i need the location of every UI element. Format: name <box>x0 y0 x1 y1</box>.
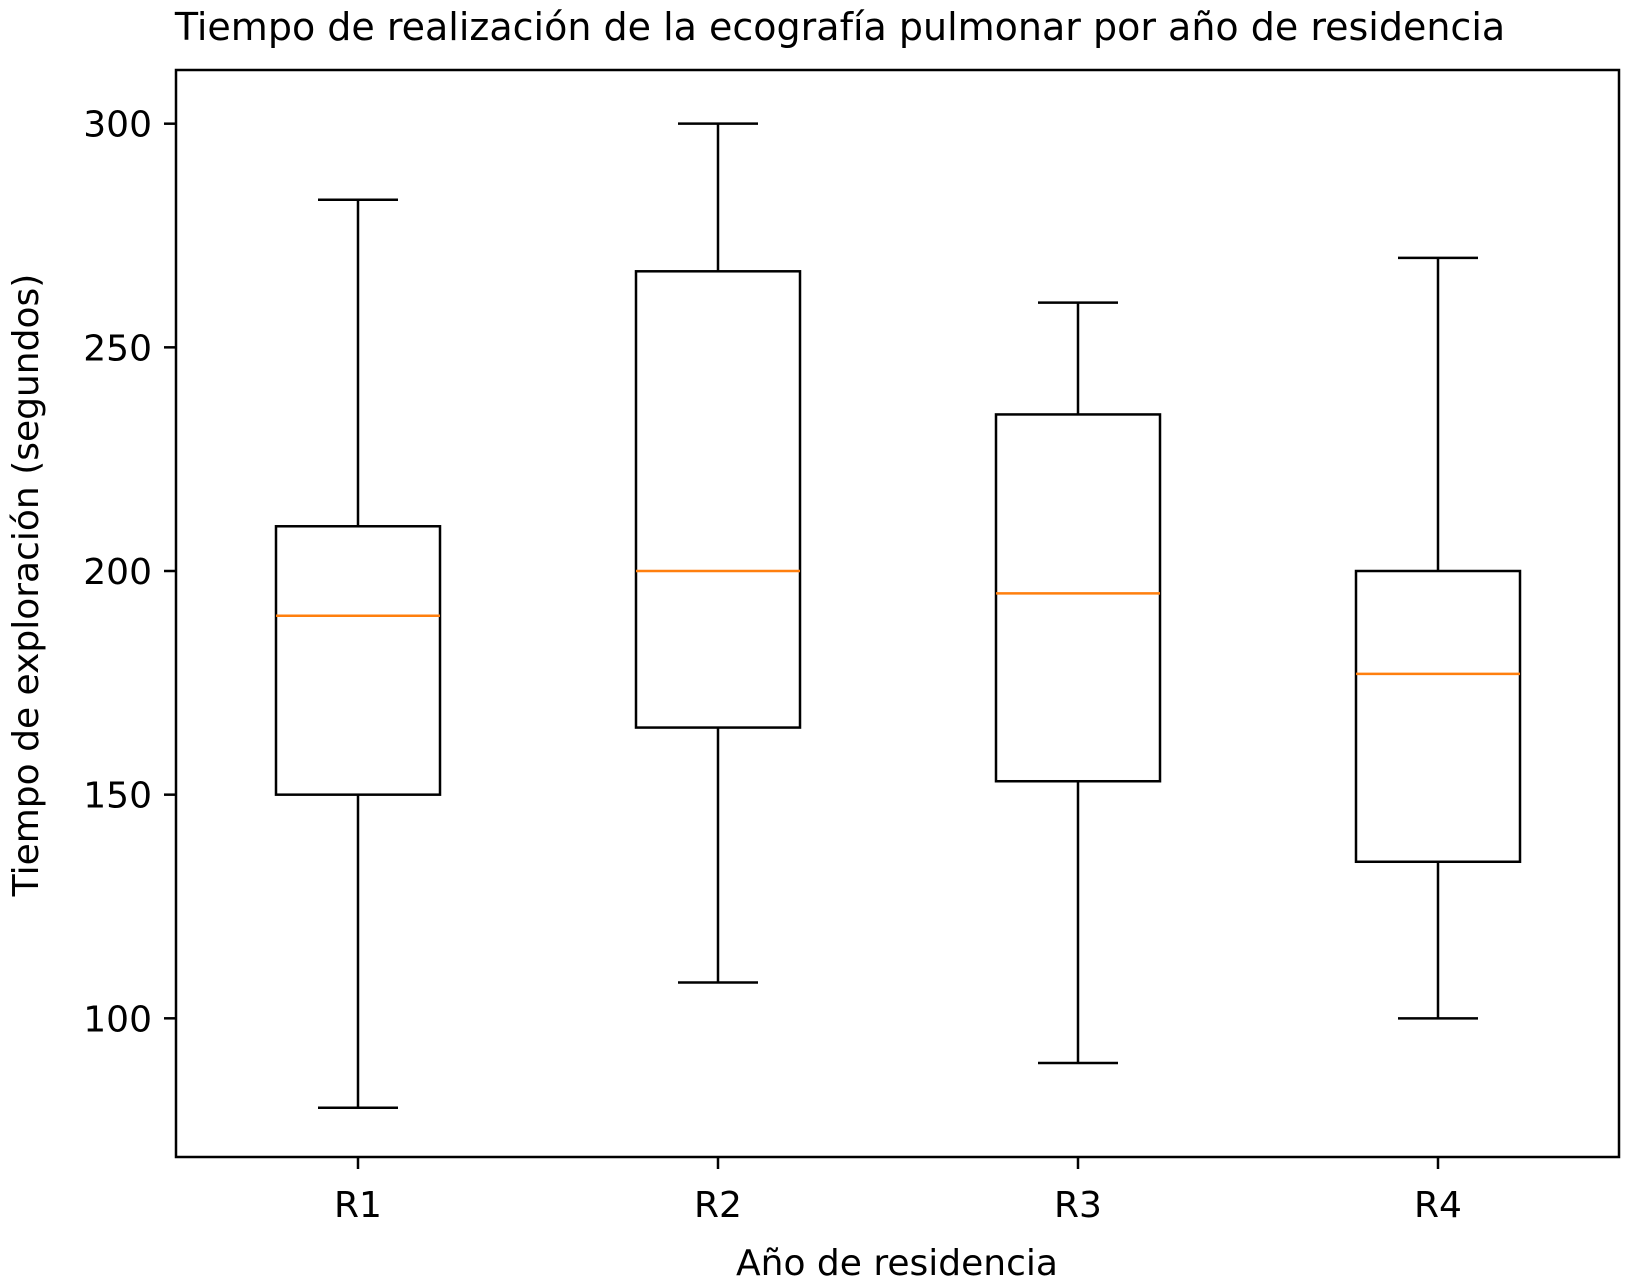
box-r3 <box>994 301 1162 1065</box>
plot-area-frame <box>174 68 1621 1159</box>
box-r1 <box>274 198 442 1110</box>
chart-title: Tiempo de realización de la ecografía pu… <box>174 5 1505 49</box>
y-tick-label: 300 <box>83 105 152 146</box>
iqr-box <box>274 525 442 796</box>
y-tick-label: 250 <box>83 328 152 369</box>
x-axis: R1 R2 R3 R4 <box>334 1157 1462 1226</box>
y-axis-label: Tiempo de exploración (segundos) <box>6 274 47 898</box>
y-tick-label: 200 <box>83 552 152 593</box>
iqr-box <box>1354 569 1522 864</box>
x-tick-label: R3 <box>1054 1185 1102 1226</box>
y-tick-label: 100 <box>83 999 152 1040</box>
x-tick-label: R4 <box>1414 1185 1462 1226</box>
box-r2 <box>634 122 802 984</box>
y-tick-label: 150 <box>83 776 152 817</box>
box-r4 <box>1354 256 1522 1020</box>
iqr-box <box>994 413 1162 783</box>
x-axis-label: Año de residencia <box>736 1243 1058 1280</box>
x-tick-label: R2 <box>694 1185 742 1226</box>
box-plot-series <box>274 122 1522 1110</box>
iqr-box <box>634 270 802 729</box>
y-axis: 100 150 200 250 300 <box>83 105 176 1040</box>
x-tick-label: R1 <box>334 1185 382 1226</box>
